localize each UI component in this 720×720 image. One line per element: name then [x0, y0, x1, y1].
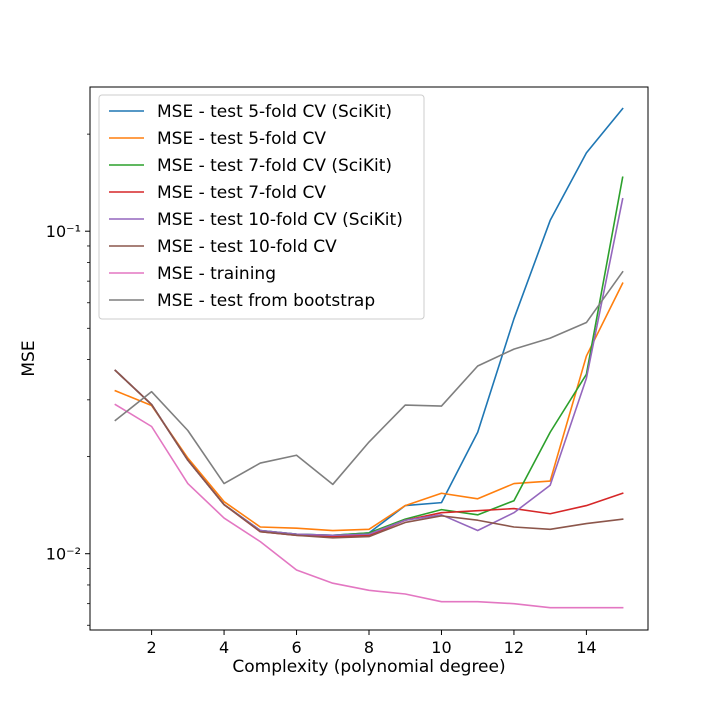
- series-line-8: [114, 270, 624, 486]
- y-tick-label: 10⁻¹: [46, 222, 81, 241]
- x-tick-label: 14: [576, 638, 596, 657]
- series-line-6: [114, 369, 624, 539]
- legend-label-3: MSE - test 7-fold CV (SciKit): [157, 156, 392, 176]
- x-tick-label: 6: [291, 638, 301, 657]
- y-axis-label: MSE: [19, 340, 39, 376]
- x-tick-label: 12: [504, 638, 524, 657]
- legend-label-4: MSE - test 7-fold CV: [157, 183, 326, 203]
- x-axis: 2 4 6 8 10 12 14: [147, 630, 597, 657]
- legend: MSE - test 5-fold CV (SciKit) MSE - test …: [98, 94, 425, 320]
- y-axis: 10⁻² 10⁻¹: [46, 133, 90, 626]
- x-tick-label: 8: [364, 638, 374, 657]
- series-layer: [114, 107, 624, 609]
- series-line-7: [114, 403, 624, 609]
- legend-label-1: MSE - test 5-fold CV (SciKit): [157, 102, 392, 122]
- legend-frame: [98, 94, 425, 320]
- x-tick-label: 2: [147, 638, 157, 657]
- x-tick-label: 4: [219, 638, 229, 657]
- y-tick-label: 10⁻²: [46, 545, 81, 564]
- legend-label-2: MSE - test 5-fold CV: [157, 129, 326, 149]
- legend-label-7: MSE - training: [157, 264, 276, 284]
- x-axis-label: Complexity (polynomial degree): [232, 657, 505, 677]
- legend-label-8: MSE - test from bootstrap: [157, 291, 375, 311]
- legend-label-5: MSE - test 10-fold CV (SciKit): [157, 210, 403, 230]
- x-tick-label: 10: [431, 638, 451, 657]
- series-line-2: [114, 282, 624, 532]
- legend-label-6: MSE - test 10-fold CV: [157, 237, 337, 257]
